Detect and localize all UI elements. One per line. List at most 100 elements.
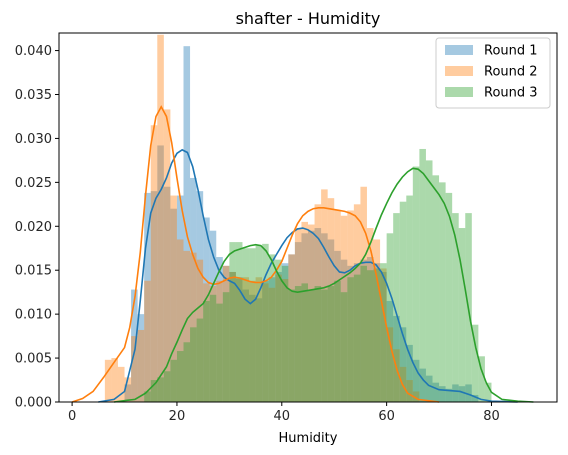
y-tick-label: 0.025	[15, 176, 52, 191]
histogram-bar	[229, 271, 236, 402]
y-tick-label: 0.015	[15, 264, 52, 279]
histogram-bar	[321, 289, 328, 402]
histogram-bar	[235, 277, 243, 402]
histogram-bar	[353, 204, 361, 402]
histogram-bar	[373, 263, 381, 402]
histogram-bar	[235, 279, 243, 402]
histogram-bar	[176, 195, 184, 402]
histogram-bar	[288, 254, 295, 402]
axes-frame	[58, 32, 558, 403]
histogram-bar	[308, 289, 315, 402]
x-tick-label: 20	[169, 409, 186, 424]
kde-line-series-1	[98, 148, 518, 403]
histogram-bar	[183, 250, 191, 402]
histogram-bar	[321, 233, 328, 402]
histogram-bar	[268, 254, 276, 402]
histogram-bar	[360, 186, 367, 402]
histogram-bar	[386, 233, 394, 402]
legend: Round 1 Round 2 Round 3	[435, 37, 551, 109]
legend-swatch	[445, 45, 473, 55]
histogram-bar	[216, 303, 223, 402]
histogram-bar	[176, 351, 184, 402]
histogram-bar	[347, 277, 354, 402]
histogram-bar	[340, 259, 348, 402]
histogram-bar	[393, 213, 400, 402]
histogram-bar	[157, 377, 164, 402]
histogram-bar	[360, 265, 367, 402]
histogram-bar	[222, 265, 230, 402]
histogram-bar	[314, 286, 322, 402]
histogram-bar	[275, 274, 282, 402]
histogram-bar	[432, 382, 440, 402]
histogram-bar	[137, 329, 145, 402]
histogram-bar	[216, 257, 223, 402]
histogram-bar	[347, 210, 354, 402]
histogram-bar	[327, 286, 335, 402]
histogram-bar	[111, 358, 118, 402]
histogram-bar	[308, 230, 315, 402]
histogram-bar	[249, 248, 256, 402]
histogram-bar	[144, 192, 151, 402]
histogram-bar	[419, 148, 426, 402]
series-2-bars	[104, 34, 420, 402]
y-tick-label: 0.040	[15, 44, 52, 59]
histogram-bar	[150, 125, 158, 402]
histogram-bar	[380, 268, 387, 402]
histogram-bar	[425, 375, 433, 402]
legend-swatch	[445, 87, 473, 97]
histogram-bar	[471, 394, 479, 402]
histogram-bar	[242, 289, 250, 402]
y-tick-label: 0.030	[15, 132, 52, 147]
histogram-bar	[196, 191, 204, 402]
histogram-bar	[229, 271, 236, 402]
histogram-bar	[190, 327, 197, 402]
histogram-bar	[222, 265, 230, 402]
histogram-bar	[380, 271, 387, 402]
histogram-bar	[301, 283, 308, 402]
histogram-bar	[406, 380, 413, 402]
histogram-bar	[183, 342, 191, 402]
histogram-bar	[314, 204, 322, 402]
histogram-bar	[209, 294, 217, 402]
histogram-bar	[288, 289, 295, 402]
histogram-bar	[484, 382, 492, 402]
histogram-bar	[288, 254, 295, 402]
histogram-bar	[360, 259, 367, 402]
histogram-bar	[203, 217, 210, 402]
histogram-bar	[249, 294, 256, 402]
histogram-bar	[255, 277, 263, 402]
histogram-bar	[268, 277, 276, 402]
histogram-bar	[281, 279, 289, 402]
histogram-bar	[366, 270, 374, 402]
histogram-bar	[347, 265, 354, 402]
histogram-bar	[196, 318, 204, 402]
x-axis: 0 20 40 60 80	[68, 402, 500, 424]
histogram-bar	[242, 248, 250, 402]
histogram-bar	[281, 265, 289, 402]
x-tick-label: 0	[68, 409, 76, 424]
histogram-bar	[104, 359, 112, 402]
histogram-bar	[117, 366, 125, 402]
histogram-bar	[373, 268, 381, 402]
histogram-bar	[190, 252, 197, 402]
histogram-bar	[412, 391, 420, 402]
series-1-bars	[124, 46, 479, 403]
histogram-bar	[340, 292, 348, 402]
kde-line-series-3	[113, 167, 534, 403]
histogram-bar	[144, 391, 151, 402]
histogram-bar	[144, 280, 151, 402]
histogram-bar	[170, 208, 177, 402]
histogram-bar	[308, 224, 315, 402]
histogram-bar	[294, 242, 302, 402]
x-tick-label: 60	[378, 409, 395, 424]
histogram-bar	[262, 243, 269, 402]
y-axis: 0.000 0.005 0.010 0.015 0.020 0.025 0.030 0.035…	[15, 44, 59, 411]
histogram-bar	[432, 175, 440, 402]
histogram-bar	[275, 259, 282, 402]
histogram-bar	[235, 242, 243, 402]
histogram-bar	[209, 286, 217, 402]
histogram-bar	[255, 298, 263, 402]
histogram-bar	[471, 324, 479, 402]
histogram-bar	[170, 359, 177, 402]
